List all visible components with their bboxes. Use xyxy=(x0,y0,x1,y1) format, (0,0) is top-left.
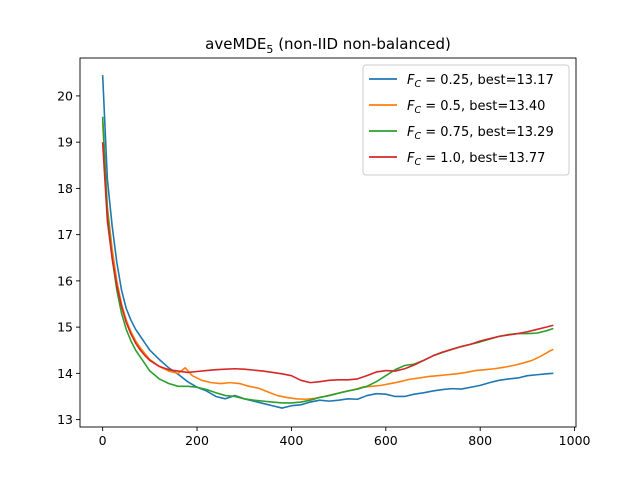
legend: FC = 0.25, best=13.17 FC = 0.5, best=13.4… xyxy=(362,64,570,176)
series-lines xyxy=(101,75,554,409)
x-tick-label: 1000 xyxy=(559,433,591,448)
y-tick-label: 17 xyxy=(57,227,73,242)
x-tick-label: 600 xyxy=(374,433,398,448)
legend-label-3: FC = 1.0, best=13.77 xyxy=(407,151,545,168)
legend-label-1: FC = 0.5, best=13.40 xyxy=(407,99,545,116)
y-tick-label: 19 xyxy=(57,135,73,150)
x-tick-label: 400 xyxy=(279,433,303,448)
y-tick-label: 16 xyxy=(57,273,73,288)
y-tick-label: 18 xyxy=(57,181,73,196)
y-tick-label: 14 xyxy=(57,366,73,381)
series-line-3 xyxy=(101,142,554,384)
plot-frame xyxy=(79,57,577,428)
legend-label-0: FC = 0.25, best=13.17 xyxy=(407,73,554,90)
axes: 0 200 400 600 800 1000 13 14 15 16 17 18 19 20 xyxy=(57,57,591,448)
y-tick-label: 15 xyxy=(57,320,73,335)
series-line-0 xyxy=(101,75,554,409)
y-tick-label: 20 xyxy=(57,88,73,103)
series-line-1 xyxy=(101,121,554,401)
plot-area xyxy=(101,75,554,409)
x-tick-label: 0 xyxy=(99,433,107,448)
x-tick-label: 800 xyxy=(468,433,492,448)
legend-box xyxy=(362,64,570,176)
chart-title: aveMDE5 (non-IID non-balanced) xyxy=(205,35,451,56)
y-tick-label: 13 xyxy=(57,412,73,427)
x-tick-label: 200 xyxy=(185,433,209,448)
legend-label-2: FC = 0.75, best=13.29 xyxy=(407,125,554,142)
